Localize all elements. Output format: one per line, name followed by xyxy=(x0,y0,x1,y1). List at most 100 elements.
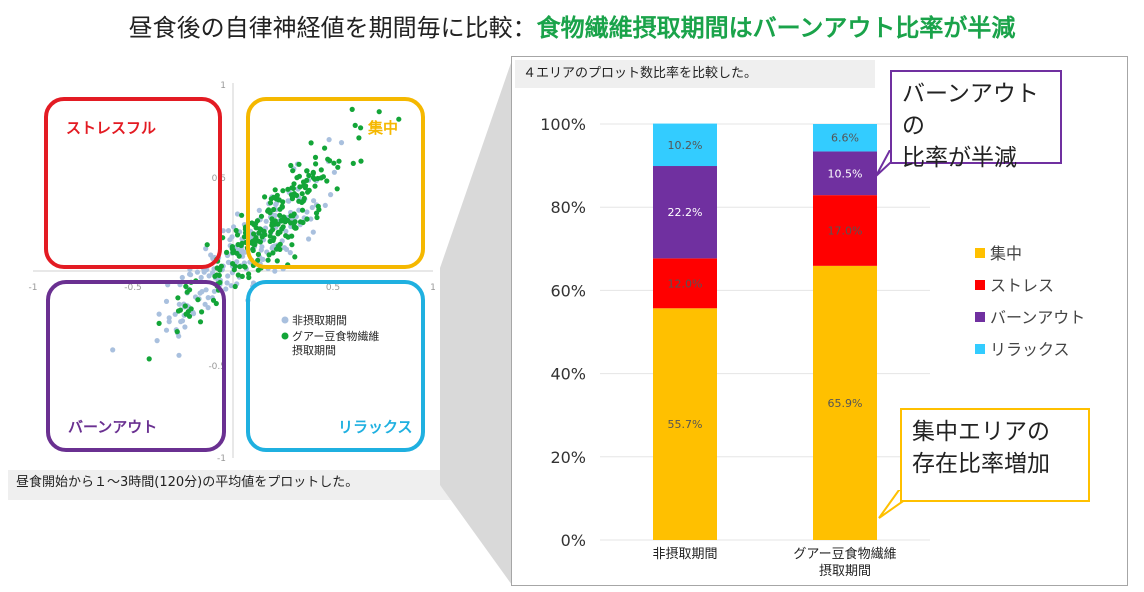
scatter-point-intake xyxy=(224,249,230,255)
scatter-point-intake xyxy=(288,162,294,169)
legend-label-non-intake: 非摂取期間 xyxy=(292,313,347,327)
x-tick-label: -0.5 xyxy=(124,283,142,293)
y-tick-label: 1 xyxy=(220,81,226,91)
scatter-point-intake xyxy=(325,156,331,162)
y-tick-label: 40% xyxy=(550,365,586,384)
scatter-point-intake xyxy=(174,329,180,335)
data-label: 10.2% xyxy=(668,139,703,152)
scatter-point-intake xyxy=(324,178,330,184)
scatter-point-intake xyxy=(356,135,362,141)
scatter-point-intake xyxy=(313,161,319,167)
scatter-point-non-intake xyxy=(163,298,170,304)
scatter-point-intake xyxy=(272,187,278,193)
scatter-point-non-intake xyxy=(322,202,328,208)
scatter-point-intake xyxy=(314,214,320,221)
scatter-point-non-intake xyxy=(154,338,160,344)
scatter-point-intake xyxy=(188,306,194,312)
legend-marker-non-intake xyxy=(281,316,289,324)
scatter-point-non-intake xyxy=(176,352,182,358)
scatter-point-intake xyxy=(257,226,263,232)
data-label: 6.6% xyxy=(831,132,859,145)
x-category-label: グアー豆食物繊維摂取期間 xyxy=(793,546,896,579)
zoom-connector xyxy=(440,60,512,585)
scatter-point-intake xyxy=(253,221,259,227)
bar-segment-focus xyxy=(653,308,717,540)
scatter-point-non-intake xyxy=(304,209,310,215)
scatter-point-non-intake xyxy=(309,204,315,211)
quadrant-label-focus: 集中 xyxy=(367,119,398,137)
scatter-point-non-intake xyxy=(176,333,182,339)
y-tick-label: 60% xyxy=(550,281,586,300)
scatter-point-intake xyxy=(275,197,282,203)
scatter-point-intake xyxy=(299,207,306,213)
scatter-point-non-intake xyxy=(296,207,302,213)
scatter-point-intake xyxy=(271,206,277,213)
scatter-point-non-intake xyxy=(166,315,172,321)
scatter-point-intake xyxy=(289,196,295,202)
page-title: 昼食後の自律神経値を期間毎に比較：食物繊維摂取期間はバーンアウト比率が半減 xyxy=(0,8,1144,43)
y-tick-label: 100% xyxy=(540,115,586,134)
scatter-point-intake xyxy=(316,207,322,213)
scatter-point-intake xyxy=(280,188,286,194)
scatter-point-non-intake xyxy=(182,324,188,330)
scatter-point-non-intake xyxy=(258,247,264,253)
x-tick-label: -1 xyxy=(29,283,38,293)
quadrant-box-relax xyxy=(246,280,425,452)
y-tick-label: 80% xyxy=(550,198,586,217)
legend-label: 集中 xyxy=(990,244,1022,263)
scatter-point-intake xyxy=(312,176,318,182)
scatter-point-intake xyxy=(268,196,274,202)
legend-swatch xyxy=(975,312,985,322)
scatter-point-non-intake xyxy=(224,280,230,286)
bar-segment-stress xyxy=(813,195,877,266)
legend-swatch xyxy=(975,344,985,354)
scatter-point-intake xyxy=(292,254,298,260)
scatter-point-intake xyxy=(183,283,189,289)
scatter-point-intake xyxy=(290,213,296,219)
scatter-point-non-intake xyxy=(308,216,314,222)
scatter-point-intake xyxy=(289,242,295,248)
scatter-point-intake xyxy=(310,170,316,176)
scatter-point-intake xyxy=(322,145,328,151)
scatter-point-non-intake xyxy=(272,268,278,274)
quadrant-label-burnout: バーンアウト xyxy=(68,418,157,436)
scatter-point-intake xyxy=(234,250,240,256)
scatter-point-intake xyxy=(304,168,310,174)
callout-burnout: バーンアウトの 比率が半減 xyxy=(890,70,1062,171)
x-tick-label: 1 xyxy=(430,283,436,293)
scatter-point-non-intake xyxy=(203,287,209,293)
scatter-point-non-intake xyxy=(285,198,291,204)
scatter-point-intake xyxy=(199,309,205,315)
x-tick-label: 0.5 xyxy=(326,283,340,293)
scatter-point-intake xyxy=(285,186,291,192)
legend-marker-intake xyxy=(281,332,289,340)
scatter-plot: -1 -0.5 0.5 1 1 0.5 -0.5 -1 ストレスフル 集中 バー… xyxy=(29,81,436,464)
data-label: 10.5% xyxy=(828,167,863,180)
scatter-point-intake xyxy=(251,231,257,237)
legend-label: ストレス xyxy=(990,276,1054,295)
scatter-point-intake xyxy=(273,246,280,252)
scatter-point-non-intake xyxy=(273,201,279,207)
scatter-point-non-intake xyxy=(178,319,184,325)
bar-segment-burnout xyxy=(813,151,877,196)
scatter-point-non-intake xyxy=(208,252,214,258)
data-label: 55.7% xyxy=(668,418,703,431)
quadrant-box-focus xyxy=(246,97,425,269)
legend-swatch xyxy=(975,248,985,258)
scatter-point-intake xyxy=(282,216,288,222)
scatter-point-intake xyxy=(217,267,223,273)
scatter-point-intake xyxy=(350,160,356,166)
scatter-point-non-intake xyxy=(328,192,334,198)
scatter-point-intake xyxy=(376,109,382,115)
scatter-point-non-intake xyxy=(198,274,204,281)
scatter-point-non-intake xyxy=(202,301,208,307)
stacked-bar-chart: 0% 20% 40% 60% 80% 100% 55.7% 12.0% 22.2% 10.2% 6… xyxy=(540,115,1085,579)
scatter-point-intake xyxy=(290,168,296,174)
scatter-point-non-intake xyxy=(231,224,237,230)
bar-segment-relax xyxy=(813,124,877,152)
bar-segment-stress xyxy=(653,258,717,309)
scatter-point-intake xyxy=(232,283,238,290)
scatter-point-intake xyxy=(268,229,274,235)
scatter-point-intake xyxy=(304,177,310,183)
scatter-point-non-intake xyxy=(306,236,312,242)
